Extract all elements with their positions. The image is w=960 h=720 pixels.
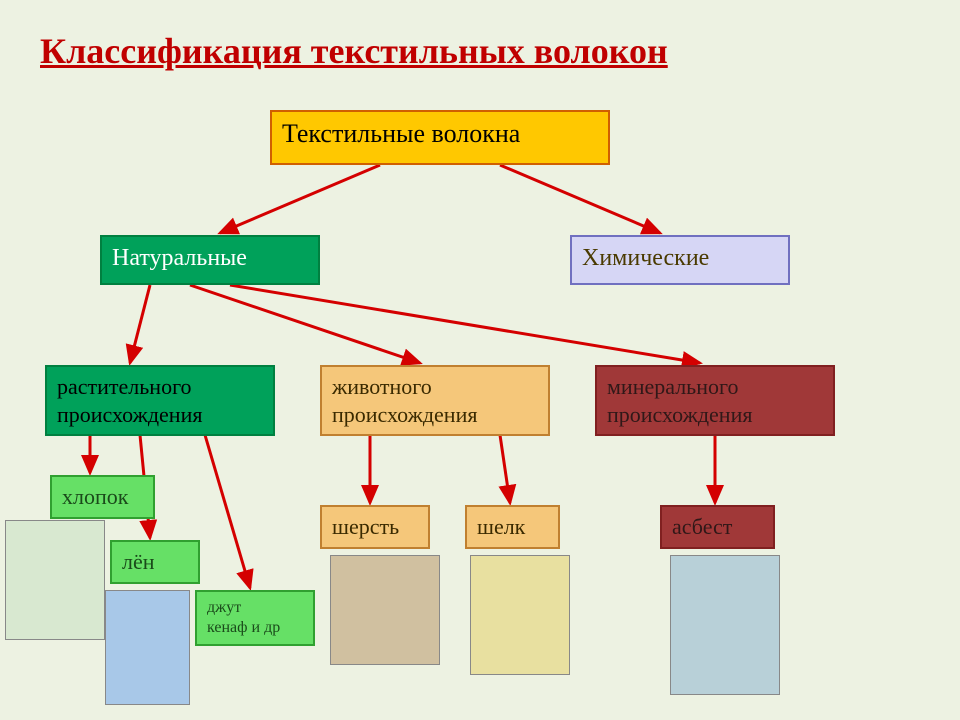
box-silk: шелк [465,505,560,549]
sheep-photo [330,555,440,665]
asbestos-photo [670,555,780,695]
box-linen: лён [110,540,200,584]
box-natural: Натуральные [100,235,320,285]
box-wool: шерсть [320,505,430,549]
box-asbestos: асбест [660,505,775,549]
silk-photo [470,555,570,675]
linen-photo [105,590,190,705]
box-cotton: хлопок [50,475,155,519]
box-root: Текстильные волокна [270,110,610,165]
box-chemical: Химические [570,235,790,285]
page-title: Классификация текстильных волокон [40,30,668,72]
box-animal: животного происхождения [320,365,550,436]
box-plant: растительного происхождения [45,365,275,436]
box-mineral: минерального происхождения [595,365,835,436]
cotton-photo [5,520,105,640]
box-jute: джут кенаф и др [195,590,315,646]
